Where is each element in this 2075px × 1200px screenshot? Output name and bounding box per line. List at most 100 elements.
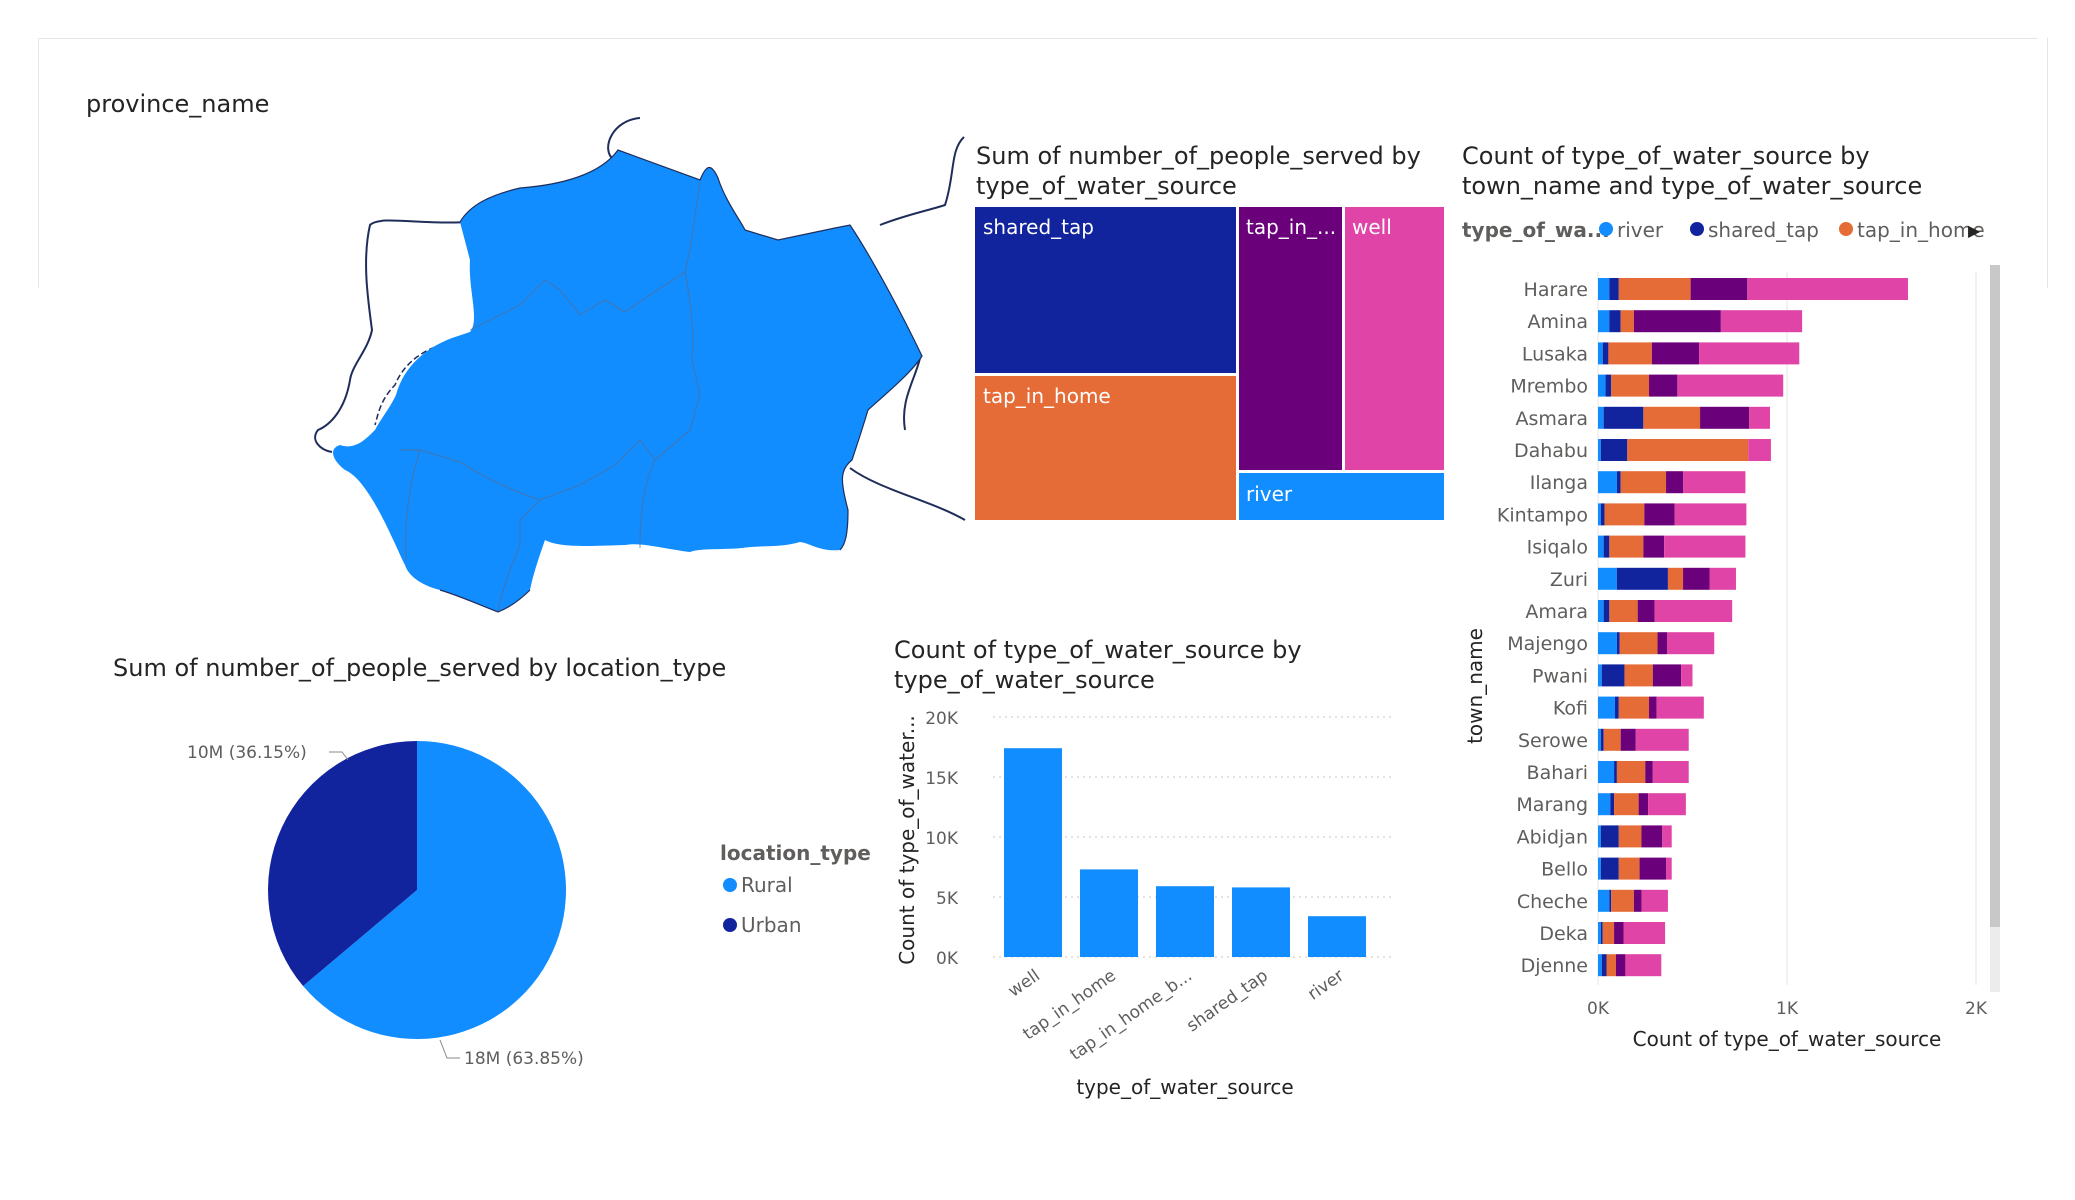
stacked-bar-segment-river[interactable] [1598, 374, 1606, 397]
treemap-tile-river[interactable] [1239, 473, 1444, 520]
stacked-bar-segment-well[interactable] [1625, 954, 1662, 977]
bar-river[interactable] [1308, 916, 1366, 957]
stacked-bar-segment-river[interactable] [1598, 342, 1603, 365]
stacked-bar-segment-tap_in_home[interactable] [1618, 278, 1691, 300]
pie-legend-item[interactable]: Rural [741, 873, 793, 897]
stacked-bar-segment-tap_in_home[interactable] [1619, 632, 1658, 655]
pie-visual[interactable]: Sum of number_of_people_served by locati… [113, 654, 871, 1069]
stacked-bar-segment-well[interactable] [1664, 535, 1746, 558]
stacked-bar-segment-tap_in_home_broken[interactable] [1633, 310, 1721, 333]
treemap-tile-well[interactable] [1345, 207, 1444, 470]
stacked-bar-segment-tap_in_home_broken[interactable] [1620, 728, 1636, 751]
stacked-bar-segment-tap_in_home_broken[interactable] [1641, 825, 1663, 848]
stacked-bar-segment-tap_in_home[interactable] [1643, 406, 1701, 429]
pie-slice-urban[interactable] [268, 741, 417, 987]
stacked-bar-segment-well[interactable] [1748, 439, 1771, 461]
stacked-bar-segment-tap_in_home_broken[interactable] [1657, 632, 1667, 655]
stacked-bar-segment-tap_in_home_broken[interactable] [1645, 761, 1653, 783]
stacked-bar-segment-shared_tap[interactable] [1616, 632, 1620, 655]
stacked-legend-item[interactable]: tap_in_home [1857, 218, 1985, 242]
stacked-bar-segment-tap_in_home[interactable] [1608, 342, 1652, 365]
stacked-bar-segment-tap_in_home_broken[interactable] [1666, 471, 1684, 494]
stacked-bar-segment-tap_in_home[interactable] [1618, 857, 1640, 880]
column-bar-visual[interactable]: Count of type_of_water_source by type_of… [894, 636, 1392, 1099]
stacked-bar-segment-river[interactable] [1598, 567, 1617, 590]
treemap-tile-shared_tap[interactable] [975, 207, 1236, 373]
stacked-bar-segment-river[interactable] [1598, 535, 1604, 558]
stacked-bar-segment-well[interactable] [1720, 310, 1803, 333]
stacked-bar-segment-well[interactable] [1652, 761, 1689, 783]
stacked-bar-segment-shared_tap[interactable] [1615, 696, 1619, 719]
stacked-bar-segment-tap_in_home_broken[interactable] [1615, 954, 1626, 977]
stacked-bar-segment-river[interactable] [1598, 793, 1611, 816]
stacked-bar-segment-shared_tap[interactable] [1616, 567, 1668, 590]
stacked-bar-segment-river[interactable] [1598, 471, 1617, 494]
treemap-visual[interactable]: Sum of number_of_people_served by type_o… [975, 142, 1444, 520]
stacked-legend-item[interactable]: shared_tap [1708, 218, 1819, 242]
stacked-bar-segment-tap_in_home[interactable] [1609, 535, 1644, 558]
stacked-bar-segment-shared_tap[interactable] [1609, 278, 1619, 300]
stacked-bar-segment-tap_in_home[interactable] [1616, 761, 1646, 783]
stacked-bar-segment-well[interactable] [1749, 406, 1770, 429]
stacked-bar-segment-shared_tap[interactable] [1614, 761, 1617, 783]
stacked-bar-segment-tap_in_home_broken[interactable] [1638, 793, 1649, 816]
stacked-bar-segment-river[interactable] [1598, 728, 1601, 751]
stacked-scrollbar-track[interactable] [1990, 927, 2000, 992]
stacked-bar-segment-river[interactable] [1598, 922, 1601, 944]
stacked-bar-segment-shared_tap[interactable] [1609, 310, 1621, 333]
stacked-bar-segment-river[interactable] [1598, 632, 1617, 655]
stacked-bar-segment-well[interactable] [1635, 728, 1689, 751]
stacked-bar-segment-shared_tap[interactable] [1600, 857, 1619, 880]
stacked-bar-segment-well[interactable] [1683, 471, 1746, 494]
stacked-bar-segment-shared_tap[interactable] [1602, 342, 1609, 365]
stacked-legend-item[interactable]: river [1617, 218, 1664, 242]
stacked-bar-segment-tap_in_home[interactable] [1620, 471, 1667, 494]
stacked-bar-segment-tap_in_home_broken[interactable] [1700, 406, 1750, 429]
stacked-bar-segment-river[interactable] [1598, 406, 1604, 429]
pie-slice-rural[interactable] [303, 740, 567, 1039]
stacked-bar-segment-tap_in_home_broken[interactable] [1651, 342, 1700, 365]
stacked-bar-segment-tap_in_home_broken[interactable] [1652, 664, 1682, 687]
stacked-bar-segment-well[interactable] [1654, 600, 1733, 622]
stacked-bar-segment-well[interactable] [1747, 278, 1908, 300]
bar-tap_in_home_broken[interactable] [1156, 886, 1214, 957]
stacked-bar-segment-river[interactable] [1598, 310, 1610, 333]
stacked-bar-segment-well[interactable] [1656, 696, 1704, 719]
stacked-bar-segment-river[interactable] [1598, 664, 1602, 687]
stacked-bar-segment-shared_tap[interactable] [1600, 503, 1605, 526]
stacked-bar-segment-tap_in_home[interactable] [1620, 310, 1634, 333]
bar-shared_tap[interactable] [1232, 887, 1290, 957]
stacked-bar-segment-river[interactable] [1598, 825, 1601, 848]
stacked-bar-segment-well[interactable] [1681, 664, 1693, 687]
stacked-bar-segment-shared_tap[interactable] [1609, 889, 1612, 912]
stacked-bar-segment-shared_tap[interactable] [1600, 439, 1628, 461]
stacked-bar-segment-well[interactable] [1699, 342, 1800, 365]
stacked-bar-segment-river[interactable] [1598, 600, 1604, 622]
stacked-bar-segment-tap_in_home_broken[interactable] [1633, 889, 1642, 912]
stacked-bar-segment-tap_in_home[interactable] [1611, 889, 1634, 912]
stacked-bar-segment-shared_tap[interactable] [1600, 728, 1604, 751]
stacked-bar-segment-river[interactable] [1598, 696, 1616, 719]
stacked-scrollbar-thumb[interactable] [1990, 265, 2000, 927]
stacked-bar-segment-tap_in_home[interactable] [1624, 664, 1653, 687]
stacked-bar-segment-tap_in_home[interactable] [1606, 954, 1616, 977]
stacked-bar-segment-shared_tap[interactable] [1600, 825, 1619, 848]
stacked-bar-segment-tap_in_home[interactable] [1611, 374, 1650, 397]
pie-legend-item[interactable]: Urban [741, 913, 802, 937]
stacked-bar-segment-tap_in_home_broken[interactable] [1690, 278, 1748, 300]
stacked-bar-segment-river[interactable] [1598, 761, 1615, 783]
stacked-bar-segment-river[interactable] [1598, 954, 1602, 977]
stacked-bar-segment-tap_in_home_broken[interactable] [1649, 696, 1657, 719]
stacked-bar-segment-well[interactable] [1648, 793, 1686, 816]
legend-next-arrow-icon[interactable]: ▶ [1968, 221, 1981, 240]
stacked-bar-segment-river[interactable] [1598, 439, 1601, 461]
stacked-bar-visual[interactable]: Count of type_of_water_source by town_na… [1462, 142, 2000, 1051]
stacked-bar-segment-well[interactable] [1674, 503, 1747, 526]
stacked-bar-segment-tap_in_home[interactable] [1603, 728, 1621, 751]
stacked-bar-segment-shared_tap[interactable] [1603, 600, 1610, 622]
stacked-bar-segment-tap_in_home_broken[interactable] [1637, 600, 1655, 622]
stacked-bar-segment-shared_tap[interactable] [1601, 664, 1625, 687]
stacked-bar-segment-river[interactable] [1598, 889, 1610, 912]
stacked-bar-segment-tap_in_home_broken[interactable] [1614, 922, 1624, 944]
stacked-bar-segment-well[interactable] [1677, 374, 1784, 397]
